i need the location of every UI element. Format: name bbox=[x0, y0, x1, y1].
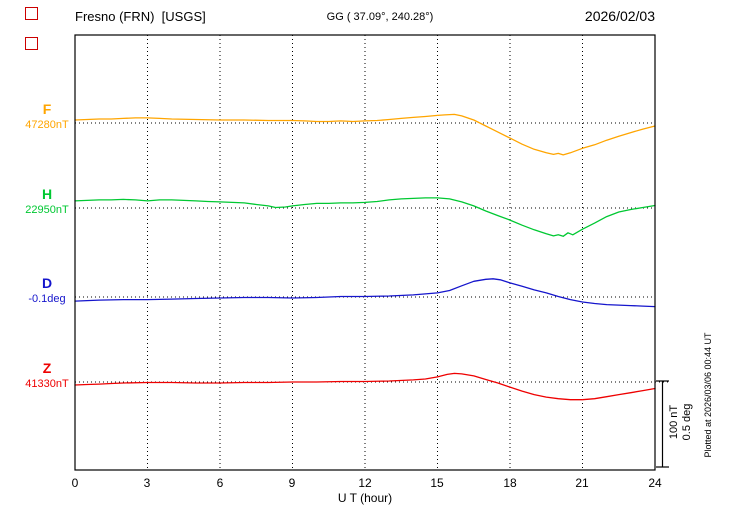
series-label-f: F bbox=[42, 101, 52, 117]
x-tick-label: 12 bbox=[358, 476, 372, 490]
scale-bar bbox=[656, 380, 669, 468]
geo-coordinates: GG ( 37.09°, 240.28°) bbox=[326, 11, 434, 23]
broken-image-icon bbox=[25, 7, 38, 20]
x-tick-label: 6 bbox=[216, 476, 224, 490]
x-tick-label: 18 bbox=[503, 476, 517, 490]
series-baseline-z: 41330nT bbox=[25, 378, 69, 390]
series-baseline-d: -0.1deg bbox=[28, 293, 66, 305]
plotted-at-note: Plotted at 2026/03/06 00:44 UT bbox=[703, 332, 713, 458]
series-label-h: H bbox=[41, 186, 53, 202]
station-title: Fresno (FRN) [USGS] bbox=[75, 9, 206, 24]
trace-D bbox=[74, 278, 656, 308]
x-tick-label: 24 bbox=[648, 476, 662, 490]
scale-nt-label: 100 nT bbox=[668, 404, 680, 440]
x-tick-label: 0 bbox=[71, 476, 79, 490]
trace-Z bbox=[74, 372, 656, 401]
broken-image-icon bbox=[25, 37, 38, 50]
trace-H bbox=[74, 197, 656, 237]
trace-F bbox=[74, 113, 656, 156]
x-tick-label: 15 bbox=[430, 476, 444, 490]
x-tick-label: 3 bbox=[143, 476, 151, 490]
x-tick-label: 9 bbox=[288, 476, 296, 490]
x-tick-label: 21 bbox=[575, 476, 589, 490]
series-baseline-f: 47280nT bbox=[25, 119, 69, 131]
series-label-d: D bbox=[41, 275, 53, 291]
series-baseline-h: 22950nT bbox=[25, 204, 69, 216]
series-label-z: Z bbox=[42, 360, 52, 376]
plot-date: 2026/02/03 bbox=[584, 8, 655, 24]
scale-deg-label: 0.5 deg bbox=[681, 403, 693, 441]
scale-bar-label: 100 nT 0.5 deg bbox=[668, 392, 696, 452]
x-axis-title: U T (hour) bbox=[337, 491, 393, 505]
plot-frame bbox=[74, 34, 656, 471]
